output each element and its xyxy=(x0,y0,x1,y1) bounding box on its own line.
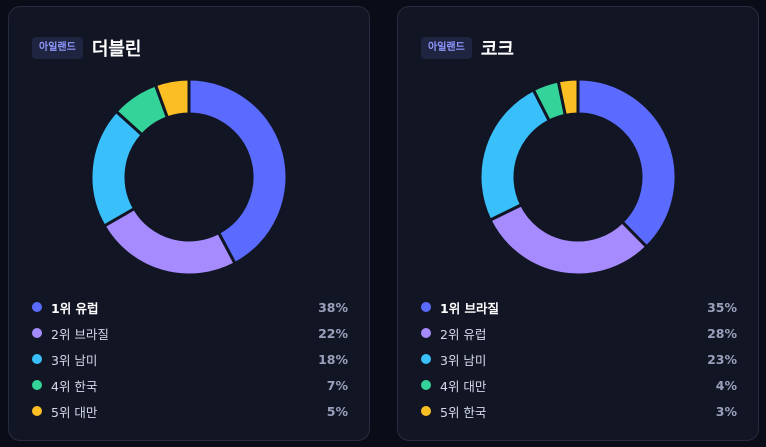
donut-segment xyxy=(478,87,552,223)
legend-dot xyxy=(32,406,42,416)
legend-value: 3% xyxy=(715,403,737,419)
legend-label: 2위 유럽 xyxy=(440,326,487,342)
legend-dot xyxy=(32,328,42,338)
legend-dot xyxy=(421,328,431,338)
chart-legend: 1위 유럽 38% 2위 브라질 22% 3위 남미 18% 4위 한국 7% … xyxy=(32,294,348,424)
legend-label: 1위 유럽 xyxy=(51,300,99,316)
chart-legend: 1위 브라질 35% 2위 유럽 28% 3위 남미 23% 4위 대만 4% … xyxy=(421,294,737,424)
donut-chart xyxy=(478,77,678,277)
legend-label: 4위 한국 xyxy=(51,378,98,394)
legend-dot xyxy=(32,354,42,364)
card-header: 아일랜드 코크 xyxy=(421,35,514,61)
legend-dot xyxy=(32,302,42,312)
legend-item: 2위 브라질 22% xyxy=(32,320,348,346)
legend-label: 5위 한국 xyxy=(440,404,487,420)
legend-item: 3위 남미 18% xyxy=(32,346,348,372)
donut-segment xyxy=(102,206,238,277)
country-badge: 아일랜드 xyxy=(421,37,472,59)
legend-value: 18% xyxy=(318,351,348,367)
legend-dot xyxy=(421,406,431,416)
legend-value: 22% xyxy=(318,325,348,341)
legend-label: 4위 대만 xyxy=(440,378,487,394)
city-title: 더블린 xyxy=(91,39,142,60)
donut-segment xyxy=(187,77,289,266)
legend-value: 35% xyxy=(707,299,737,315)
city-title: 코크 xyxy=(480,39,514,60)
legend-value: 4% xyxy=(715,377,737,393)
donut-segment xyxy=(153,77,191,120)
donut-segment xyxy=(488,202,649,277)
legend-item: 4위 대만 4% xyxy=(421,372,737,398)
legend-item: 1위 유럽 38% xyxy=(32,294,348,320)
legend-item: 2위 유럽 28% xyxy=(421,320,737,346)
legend-item: 5위 대만 5% xyxy=(32,398,348,424)
legend-dot xyxy=(421,354,431,364)
legend-item: 3위 남미 23% xyxy=(421,346,737,372)
legend-item: 4위 한국 7% xyxy=(32,372,348,398)
legend-item: 5위 한국 3% xyxy=(421,398,737,424)
legend-label: 1위 브라질 xyxy=(440,300,500,316)
country-badge: 아일랜드 xyxy=(32,37,83,59)
city-card-dublin: 아일랜드 더블린 1위 유럽 38% 2위 브라질 22% 3위 남미 18% … xyxy=(8,6,370,441)
donut-chart xyxy=(89,77,289,277)
city-card-cork: 아일랜드 코크 1위 브라질 35% 2위 유럽 28% 3위 남미 23% 4… xyxy=(397,6,759,441)
card-header: 아일랜드 더블린 xyxy=(32,35,142,61)
legend-label: 5위 대만 xyxy=(51,404,98,420)
donut-segment xyxy=(576,77,678,250)
legend-value: 23% xyxy=(707,351,737,367)
legend-item: 1위 브라질 35% xyxy=(421,294,737,320)
donut-segment xyxy=(556,77,580,118)
legend-value: 5% xyxy=(326,403,348,419)
legend-label: 3위 남미 xyxy=(51,352,98,368)
legend-value: 28% xyxy=(707,325,737,341)
legend-label: 2위 브라질 xyxy=(51,326,109,342)
legend-value: 38% xyxy=(318,299,348,315)
legend-dot xyxy=(32,380,42,390)
legend-dot xyxy=(421,380,431,390)
legend-value: 7% xyxy=(326,377,348,393)
legend-label: 3위 남미 xyxy=(440,352,487,368)
legend-dot xyxy=(421,302,431,312)
